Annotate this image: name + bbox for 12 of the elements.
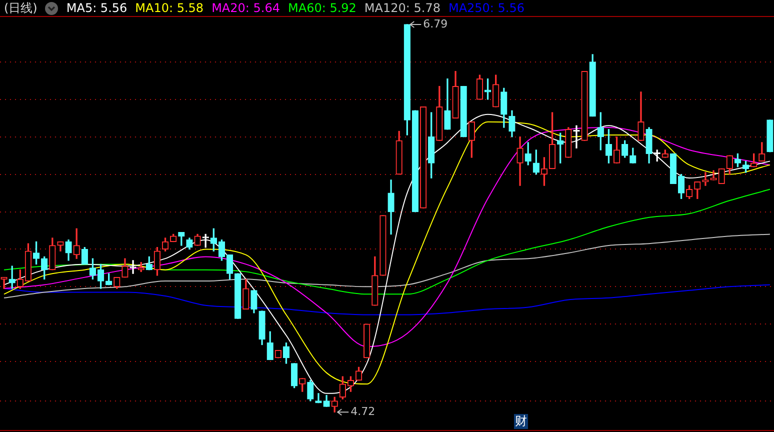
text: MA120: 5.78 bbox=[364, 1, 440, 15]
text: MA60: 5.92 bbox=[288, 1, 356, 15]
candlestick bbox=[130, 260, 136, 274]
annotation: 财 bbox=[514, 414, 528, 429]
text: MA20: 5.64 bbox=[212, 1, 280, 15]
text: MA10: 5.58 bbox=[135, 1, 204, 15]
text: MA250: 5.56 bbox=[448, 1, 525, 15]
candlestick bbox=[710, 170, 717, 180]
text: MA5: 5.56 bbox=[66, 1, 128, 15]
annotation: 4.72 bbox=[350, 405, 376, 418]
chart-title: (日线) bbox=[4, 0, 38, 16]
annotation: 6.79 bbox=[423, 17, 448, 30]
